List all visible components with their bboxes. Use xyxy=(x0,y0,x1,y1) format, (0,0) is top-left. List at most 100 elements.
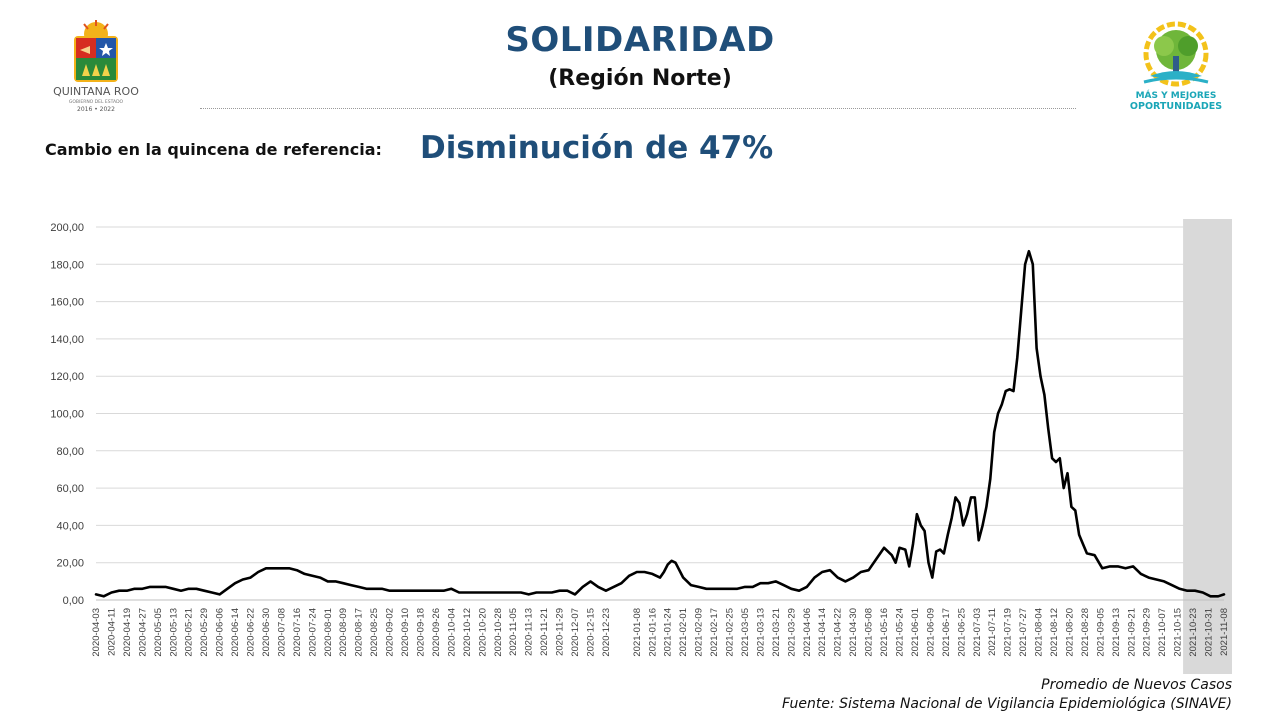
series-layer xyxy=(94,249,1226,598)
y-tick-labels: 0,00 20,00 40,00 60,00 80,00 100,00 120,00 140,… xyxy=(50,222,84,607)
x-tick-label: 2021-10-07 xyxy=(1157,608,1168,657)
x-tick-label: 2020-06-06 xyxy=(215,608,226,657)
change-value: Disminución de 47% xyxy=(420,130,774,166)
x-tick-label: 2021-08-20 xyxy=(1064,608,1075,657)
x-tick-label: 2020-07-24 xyxy=(307,608,318,657)
y-tick-label: 200,00 xyxy=(50,222,84,234)
x-tick-label: 2021-08-28 xyxy=(1080,608,1091,657)
y-tick-label: 40,00 xyxy=(56,520,84,532)
x-tick-label: 2020-04-27 xyxy=(137,608,148,657)
x-tick-labels: 2020-04-03 2020-04-11 2020-04-19 2020-04-27… xyxy=(91,608,1230,657)
x-tick-label: 2021-02-17 xyxy=(709,608,720,657)
x-tick-label: 2021-07-19 xyxy=(1003,608,1014,657)
x-tick-label: 2021-03-05 xyxy=(740,608,751,657)
quintana-roo-logo: QUINTANA ROO GOBIERNO DEL ESTADO 2016 • … xyxy=(44,18,148,116)
x-tick-label: 2021-03-29 xyxy=(786,608,797,657)
x-tick-label: 2020-06-30 xyxy=(261,608,272,657)
x-tick-label: 2021-08-04 xyxy=(1034,608,1045,657)
x-tick-label: 2020-08-01 xyxy=(323,608,334,657)
x-tick-label: 2020-12-23 xyxy=(601,608,612,657)
x-tick-label: 2020-09-26 xyxy=(431,608,442,657)
x-tick-label: 2020-08-17 xyxy=(354,608,365,657)
x-tick-label: 2021-06-09 xyxy=(925,608,936,657)
x-tick-label: 2020-12-15 xyxy=(585,608,596,657)
x-tick-label: 2020-11-13 xyxy=(524,608,535,656)
tree-emblem-icon: MÁS Y MEJORES OPORTUNIDADES xyxy=(1130,21,1222,112)
quintana-roo-emblem-icon: QUINTANA ROO GOBIERNO DEL ESTADO 2016 • … xyxy=(53,20,139,113)
x-tick-label: 2020-08-25 xyxy=(369,608,380,657)
highlight-region xyxy=(1183,219,1232,674)
data-source: Fuente: Sistema Nacional de Vigilancia E… xyxy=(782,696,1232,712)
y-tick-label: 140,00 xyxy=(50,334,84,346)
y-tick-label: 20,00 xyxy=(56,558,84,570)
x-tick-label: 2020-04-11 xyxy=(106,608,117,656)
x-tick-label: 2021-04-30 xyxy=(848,608,859,657)
logo-right-text-2: OPORTUNIDADES xyxy=(1130,101,1222,112)
x-tick-label: 2021-05-08 xyxy=(864,608,875,657)
x-tick-label: 2021-11-08 xyxy=(1219,608,1230,656)
page-subtitle: (Región Norte) xyxy=(548,66,732,91)
x-tick-label: 2021-09-05 xyxy=(1095,608,1106,657)
x-tick-label: 2020-06-22 xyxy=(246,608,257,657)
x-tick-label: 2021-10-23 xyxy=(1188,608,1199,657)
logo-left-subtext: GOBIERNO DEL ESTADO xyxy=(69,99,124,105)
y-tick-label: 80,00 xyxy=(56,446,84,458)
logo-left-text: QUINTANA ROO xyxy=(53,85,139,98)
x-tick-label: 2020-06-14 xyxy=(230,608,241,657)
x-tick-label: 2020-05-05 xyxy=(153,608,164,657)
x-tick-label: 2020-09-10 xyxy=(400,608,411,657)
x-tick-label: 2020-10-04 xyxy=(446,608,457,657)
x-tick-label: 2021-03-21 xyxy=(771,608,782,657)
x-tick-label: 2020-04-03 xyxy=(91,608,102,657)
x-tick-label: 2021-01-16 xyxy=(647,608,658,657)
x-tick-label: 2021-09-13 xyxy=(1111,608,1122,657)
x-tick-label: 2021-10-15 xyxy=(1173,608,1184,657)
y-tick-label: 100,00 xyxy=(50,409,84,421)
x-tick-label: 2021-01-08 xyxy=(632,608,643,657)
x-tick-label: 2021-02-09 xyxy=(694,608,705,657)
x-tick-label: 2020-04-19 xyxy=(122,608,133,657)
x-tick-label: 2020-11-05 xyxy=(508,608,519,656)
logo-left-years: 2016 • 2022 xyxy=(77,106,115,113)
x-tick-label: 2021-07-03 xyxy=(972,608,983,657)
page-title: SOLIDARIDAD xyxy=(505,20,775,60)
x-tick-label: 2021-09-29 xyxy=(1142,608,1153,657)
x-tick-label: 2020-07-08 xyxy=(276,608,287,657)
x-tick-label: 2021-08-12 xyxy=(1049,608,1060,657)
grid-layer xyxy=(96,226,1224,601)
x-tick-label: 2020-05-21 xyxy=(184,608,195,657)
y-tick-label: 160,00 xyxy=(50,297,84,309)
y-tick-label: 60,00 xyxy=(56,483,84,495)
logo-right-text-1: MÁS Y MEJORES xyxy=(1136,89,1217,101)
x-tick-label: 2021-06-17 xyxy=(941,608,952,657)
x-tick-label: 2021-06-01 xyxy=(910,608,921,657)
x-tick-label: 2021-02-25 xyxy=(725,608,736,657)
x-tick-label: 2020-11-21 xyxy=(539,608,550,656)
x-tick-label: 2021-06-25 xyxy=(956,608,967,657)
series-line xyxy=(94,249,1226,598)
x-tick-label: 2021-05-16 xyxy=(879,608,890,657)
x-tick-label: 2021-07-27 xyxy=(1018,608,1029,657)
x-tick-label: 2020-10-12 xyxy=(462,608,473,657)
x-tick-label: 2021-01-24 xyxy=(663,608,674,657)
y-tick-label: 120,00 xyxy=(50,371,84,383)
x-tick-label: 2021-02-01 xyxy=(678,608,689,657)
highlight-region-layer xyxy=(1183,219,1232,674)
x-tick-label: 2021-07-11 xyxy=(987,608,998,656)
x-tick-label: 2021-10-31 xyxy=(1204,608,1215,657)
series-note: Promedio de Nuevos Casos xyxy=(1041,677,1232,693)
x-tick-label: 2021-03-13 xyxy=(755,608,766,657)
x-tick-label: 2021-04-14 xyxy=(817,608,828,657)
change-label: Cambio en la quincena de referencia: xyxy=(45,140,382,159)
x-tick-label: 2020-05-29 xyxy=(199,608,210,657)
x-tick-label: 2020-08-09 xyxy=(338,608,349,657)
x-tick-label: 2021-05-24 xyxy=(895,608,906,657)
y-tick-label: 0,00 xyxy=(63,595,84,607)
x-tick-label: 2020-12-07 xyxy=(570,608,581,657)
x-tick-label: 2020-09-18 xyxy=(415,608,426,657)
y-tick-label: 180,00 xyxy=(50,259,84,271)
x-tick-label: 2020-07-16 xyxy=(292,608,303,657)
x-tick-label: 2020-09-02 xyxy=(385,608,396,657)
x-tick-label: 2020-10-20 xyxy=(477,608,488,657)
new-cases-line-chart: 0,00 20,00 40,00 60,00 80,00 100,00 120,00 140,… xyxy=(50,219,1232,674)
